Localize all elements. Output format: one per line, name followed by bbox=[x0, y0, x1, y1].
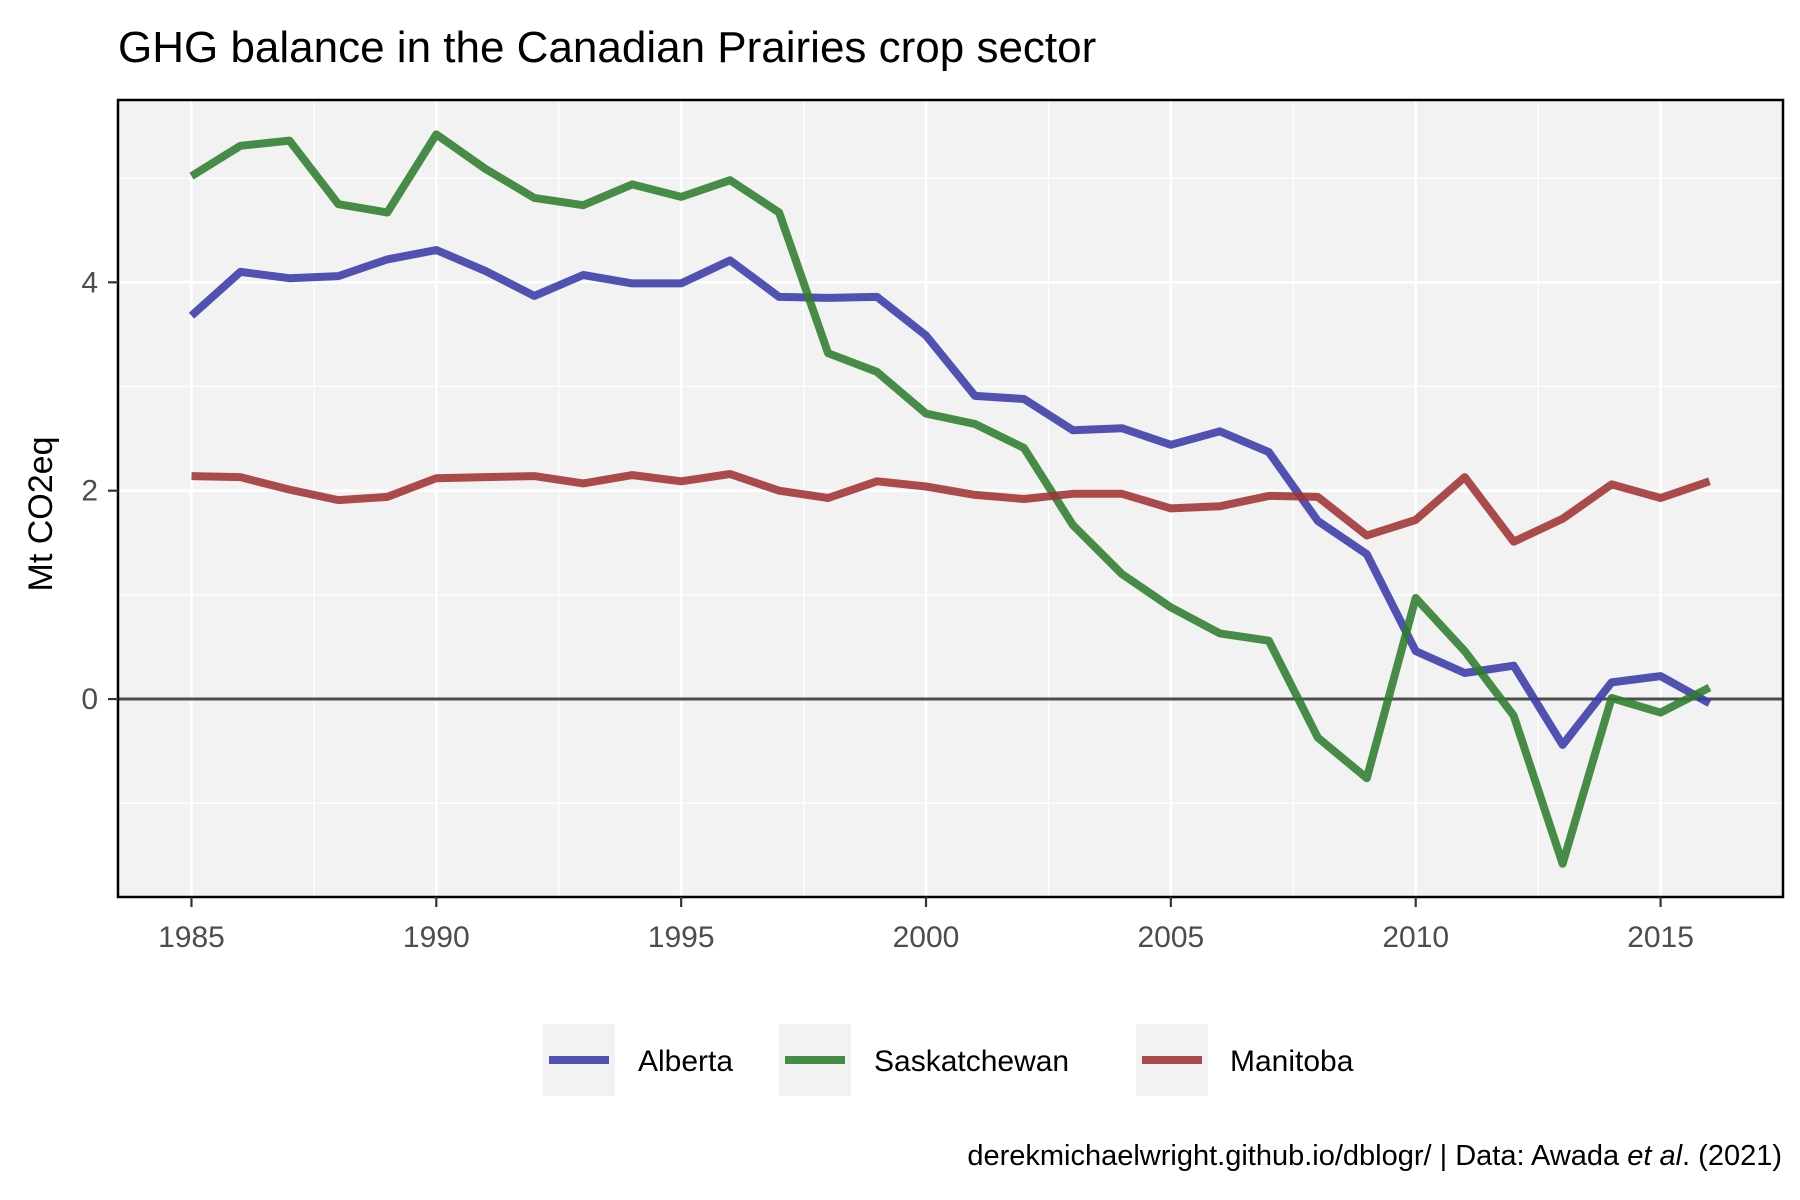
caption-suffix: . (2021) bbox=[1682, 1140, 1782, 1172]
x-tick-label: 2010 bbox=[1382, 921, 1449, 954]
legend-label-alberta: Alberta bbox=[638, 1045, 733, 1078]
series-line-alberta bbox=[188, 246, 1712, 749]
plot-border bbox=[116, 98, 1785, 899]
x-axis: 1985 1990 1995 2000 2005 2010 2015 bbox=[158, 897, 1694, 954]
x-tick-label: 2005 bbox=[1137, 921, 1204, 954]
legend-label-manitoba: Manitoba bbox=[1230, 1045, 1354, 1078]
y-tick-label: 4 bbox=[81, 266, 98, 299]
series-line-saskatchewan bbox=[189, 130, 1712, 868]
x-tick-label: 1990 bbox=[403, 921, 470, 954]
legend: Alberta Saskatchewan Manitoba bbox=[543, 1024, 1354, 1096]
y-axis: 0 2 4 bbox=[81, 266, 118, 716]
chart-title: GHG balance in the Canadian Prairies cro… bbox=[118, 23, 1096, 72]
caption-prefix: derekmichaelwright.github.io/dblogr/ | D… bbox=[967, 1140, 1627, 1172]
caption: derekmichaelwright.github.io/dblogr/ | D… bbox=[967, 1140, 1782, 1172]
x-tick-label: 2015 bbox=[1627, 921, 1694, 954]
y-tick-label: 0 bbox=[81, 683, 98, 716]
minor-gridlines bbox=[118, 100, 1784, 897]
series-line-manitoba bbox=[191, 470, 1711, 546]
y-tick-label: 2 bbox=[81, 475, 98, 508]
plot-panel bbox=[118, 100, 1783, 897]
x-tick-label: 1985 bbox=[158, 921, 225, 954]
caption-italic: et al bbox=[1627, 1140, 1683, 1172]
legend-label-saskatchewan: Saskatchewan bbox=[874, 1045, 1069, 1078]
y-axis-label: Mt CO2eq bbox=[22, 437, 60, 592]
x-tick-label: 2000 bbox=[893, 921, 960, 954]
x-tick-label: 1995 bbox=[648, 921, 715, 954]
series-lines bbox=[188, 130, 1712, 868]
